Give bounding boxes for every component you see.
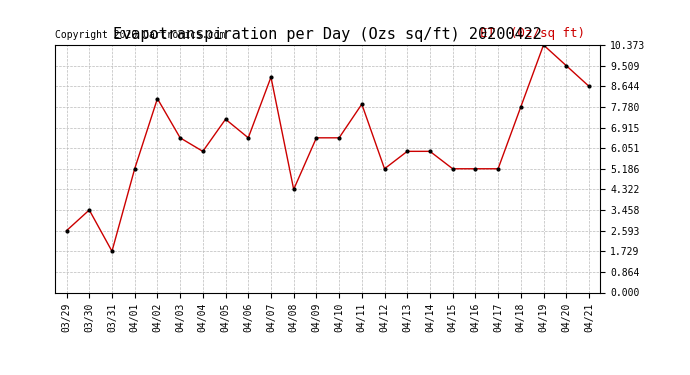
Title: Evapotranspiration per Day (Ozs sq/ft) 20200422: Evapotranspiration per Day (Ozs sq/ft) 2… xyxy=(113,27,542,42)
Text: Copyright 2020 Cartronics.com: Copyright 2020 Cartronics.com xyxy=(55,30,226,40)
Text: ET  (0z/sq ft): ET (0z/sq ft) xyxy=(480,27,585,40)
